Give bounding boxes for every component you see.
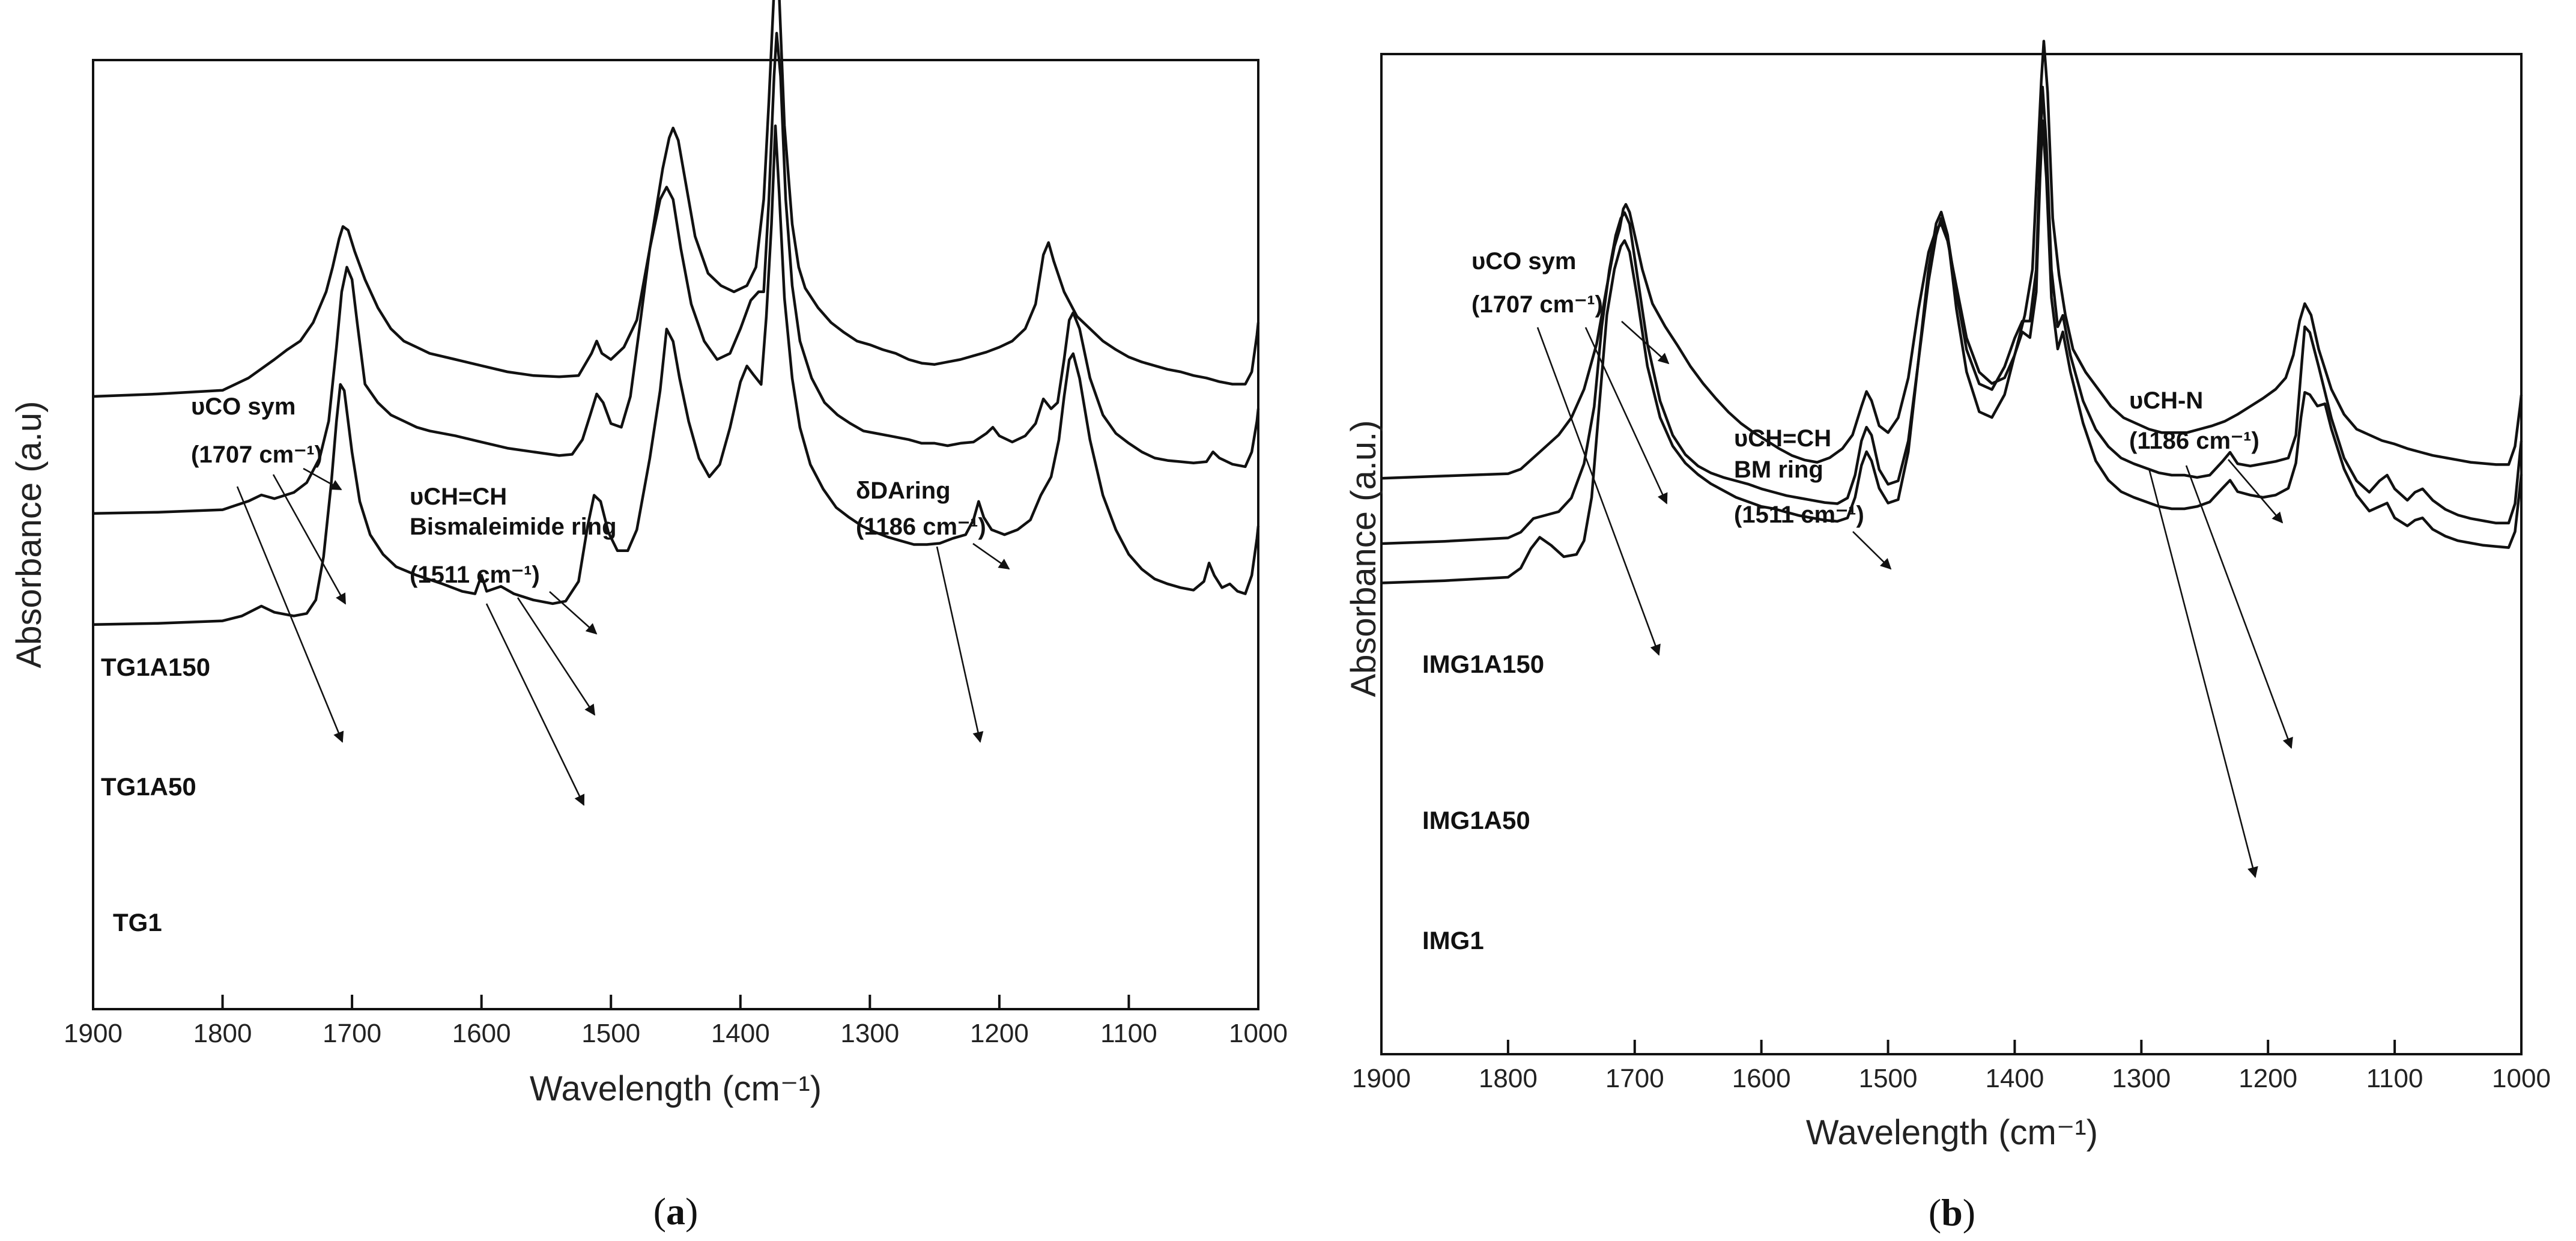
x-tick-label: 1500	[581, 1019, 640, 1048]
arrow-co-b-3	[1536, 327, 1661, 656]
series-label-img1a50: IMG1A50	[1422, 806, 1530, 834]
x-tick-label: 1300	[840, 1019, 899, 1048]
x-tick-label: 1000	[2492, 1064, 2551, 1093]
arrow-chch-a-2	[517, 597, 596, 716]
x-tick-label: 1100	[2366, 1064, 2423, 1093]
series-label-tg1a50: TG1A50	[101, 772, 196, 801]
x-tick-label: 1700	[323, 1019, 381, 1048]
arrow-co-b-2	[1584, 327, 1668, 505]
x-tick-label: 1900	[64, 1019, 123, 1048]
x-tick-label: 1500	[1859, 1064, 1918, 1093]
plot-frame-b	[1380, 53, 2523, 1055]
svg-text:υCH=CH: υCH=CH	[410, 484, 507, 510]
svg-text:(1511 cm⁻¹): (1511 cm⁻¹)	[1734, 502, 1864, 528]
arrow-chn-b-2	[2185, 465, 2293, 749]
svg-text:υCH-N: υCH-N	[2129, 387, 2203, 414]
svg-text:(1186 cm⁻¹): (1186 cm⁻¹)	[2129, 428, 2259, 454]
caption-a: (a)	[653, 1190, 699, 1233]
arrow-chch-a-3	[485, 603, 585, 806]
arrow-chn-b-3	[2148, 468, 2258, 878]
svg-text:BM ring: BM ring	[1734, 457, 1823, 483]
plot-frame-a	[92, 59, 1259, 1010]
caption-b: (b)	[1929, 1191, 1975, 1234]
series-label-tg1a150: TG1A150	[101, 653, 210, 681]
y-axis-title-b: Absorbance (a.u.)	[1344, 420, 1383, 697]
arrow-co-a-1	[303, 467, 342, 491]
arrow-da-a-2	[936, 546, 984, 743]
x-axis-title-b: Wavelength (cm⁻¹)	[1806, 1113, 2098, 1152]
arrow-chn-b-1	[2228, 459, 2284, 524]
arrow-co-a-2	[272, 474, 347, 605]
x-ticks-a: 1900 1800 1700 1600 1500 1400 1300 1200 1100 1000	[64, 995, 1288, 1048]
x-tick-label: 1300	[2112, 1064, 2171, 1093]
svg-text:(1707 cm⁻¹): (1707 cm⁻¹)	[1471, 291, 1603, 318]
spectrum-line-tg1	[92, 124, 1260, 627]
x-tick-label: 1600	[1732, 1064, 1791, 1093]
svg-text:(1186 cm⁻¹): (1186 cm⁻¹)	[856, 514, 986, 540]
annotation-chn-b: υCH-N (1186 cm⁻¹)	[2129, 387, 2259, 454]
x-tick-label: 1400	[1985, 1064, 2044, 1093]
x-tick-label: 1200	[970, 1019, 1029, 1048]
arrow-co-b-1	[1621, 321, 1670, 365]
y-axis-title-a: Absorbance (a.u)	[10, 401, 49, 669]
arrow-co-a-3	[236, 486, 344, 743]
x-tick-label: 1000	[1229, 1019, 1288, 1048]
series-group-a	[92, 0, 1260, 627]
panel-b: 1900 1800 1700 1600 1500 1400 1300 1200 1100 1000…	[1344, 40, 2551, 1234]
x-tick-label: 1700	[1605, 1064, 1664, 1093]
x-tick-label: 1900	[1352, 1064, 1411, 1093]
spectrum-line-img1	[1381, 119, 2523, 584]
annotation-da-a: δDAring (1186 cm⁻¹)	[856, 478, 986, 540]
svg-text:(1511 cm⁻¹): (1511 cm⁻¹)	[410, 562, 540, 588]
x-tick-label: 1800	[1479, 1064, 1538, 1093]
series-group-b	[1381, 40, 2523, 584]
annotation-co-a: υCO sym (1707 cm⁻¹)	[191, 393, 323, 468]
arrow-chch-a-1	[549, 591, 598, 635]
svg-text:Bismaleimide ring: Bismaleimide ring	[410, 514, 617, 540]
x-tick-label: 1200	[2238, 1064, 2297, 1093]
x-tick-label: 1800	[193, 1019, 252, 1048]
svg-text:(1707 cm⁻¹): (1707 cm⁻¹)	[191, 441, 323, 468]
series-label-img1a150: IMG1A150	[1422, 650, 1544, 678]
x-tick-label: 1600	[452, 1019, 511, 1048]
svg-text:υCH=CH: υCH=CH	[1734, 425, 1831, 452]
annotation-co-b: υCO sym (1707 cm⁻¹)	[1471, 248, 1603, 318]
svg-text:δDAring: δDAring	[856, 478, 951, 504]
series-label-tg1: TG1	[113, 908, 162, 936]
annotation-chch-b: υCH=CH BM ring (1511 cm⁻¹)	[1734, 425, 1864, 528]
spectrum-line-img1a150	[1381, 40, 2523, 480]
x-ticks-b: 1900 1800 1700 1600 1500 1400 1300 1200 1100 1000	[1352, 1040, 2551, 1093]
svg-text:υCO sym: υCO sym	[1471, 248, 1576, 275]
x-tick-label: 1100	[1100, 1019, 1157, 1048]
arrow-da-a-1	[972, 542, 1010, 570]
arrow-chch-b-1	[1852, 531, 1892, 570]
spectrum-line-tg1a150	[92, 0, 1260, 398]
x-axis-title-a: Wavelength (cm⁻¹)	[530, 1069, 822, 1108]
spectrum-line-tg1a50	[92, 32, 1260, 515]
x-tick-label: 1400	[711, 1019, 770, 1048]
series-label-img1: IMG1	[1422, 926, 1484, 954]
svg-text:υCO sym: υCO sym	[191, 393, 295, 420]
annotation-chch-a: υCH=CH Bismaleimide ring (1511 cm⁻¹)	[410, 484, 617, 588]
panel-a: 1900 1800 1700 1600 1500 1400 1300 1200 1100 1000…	[10, 0, 1288, 1233]
spectrum-line-img1a50	[1381, 85, 2523, 545]
